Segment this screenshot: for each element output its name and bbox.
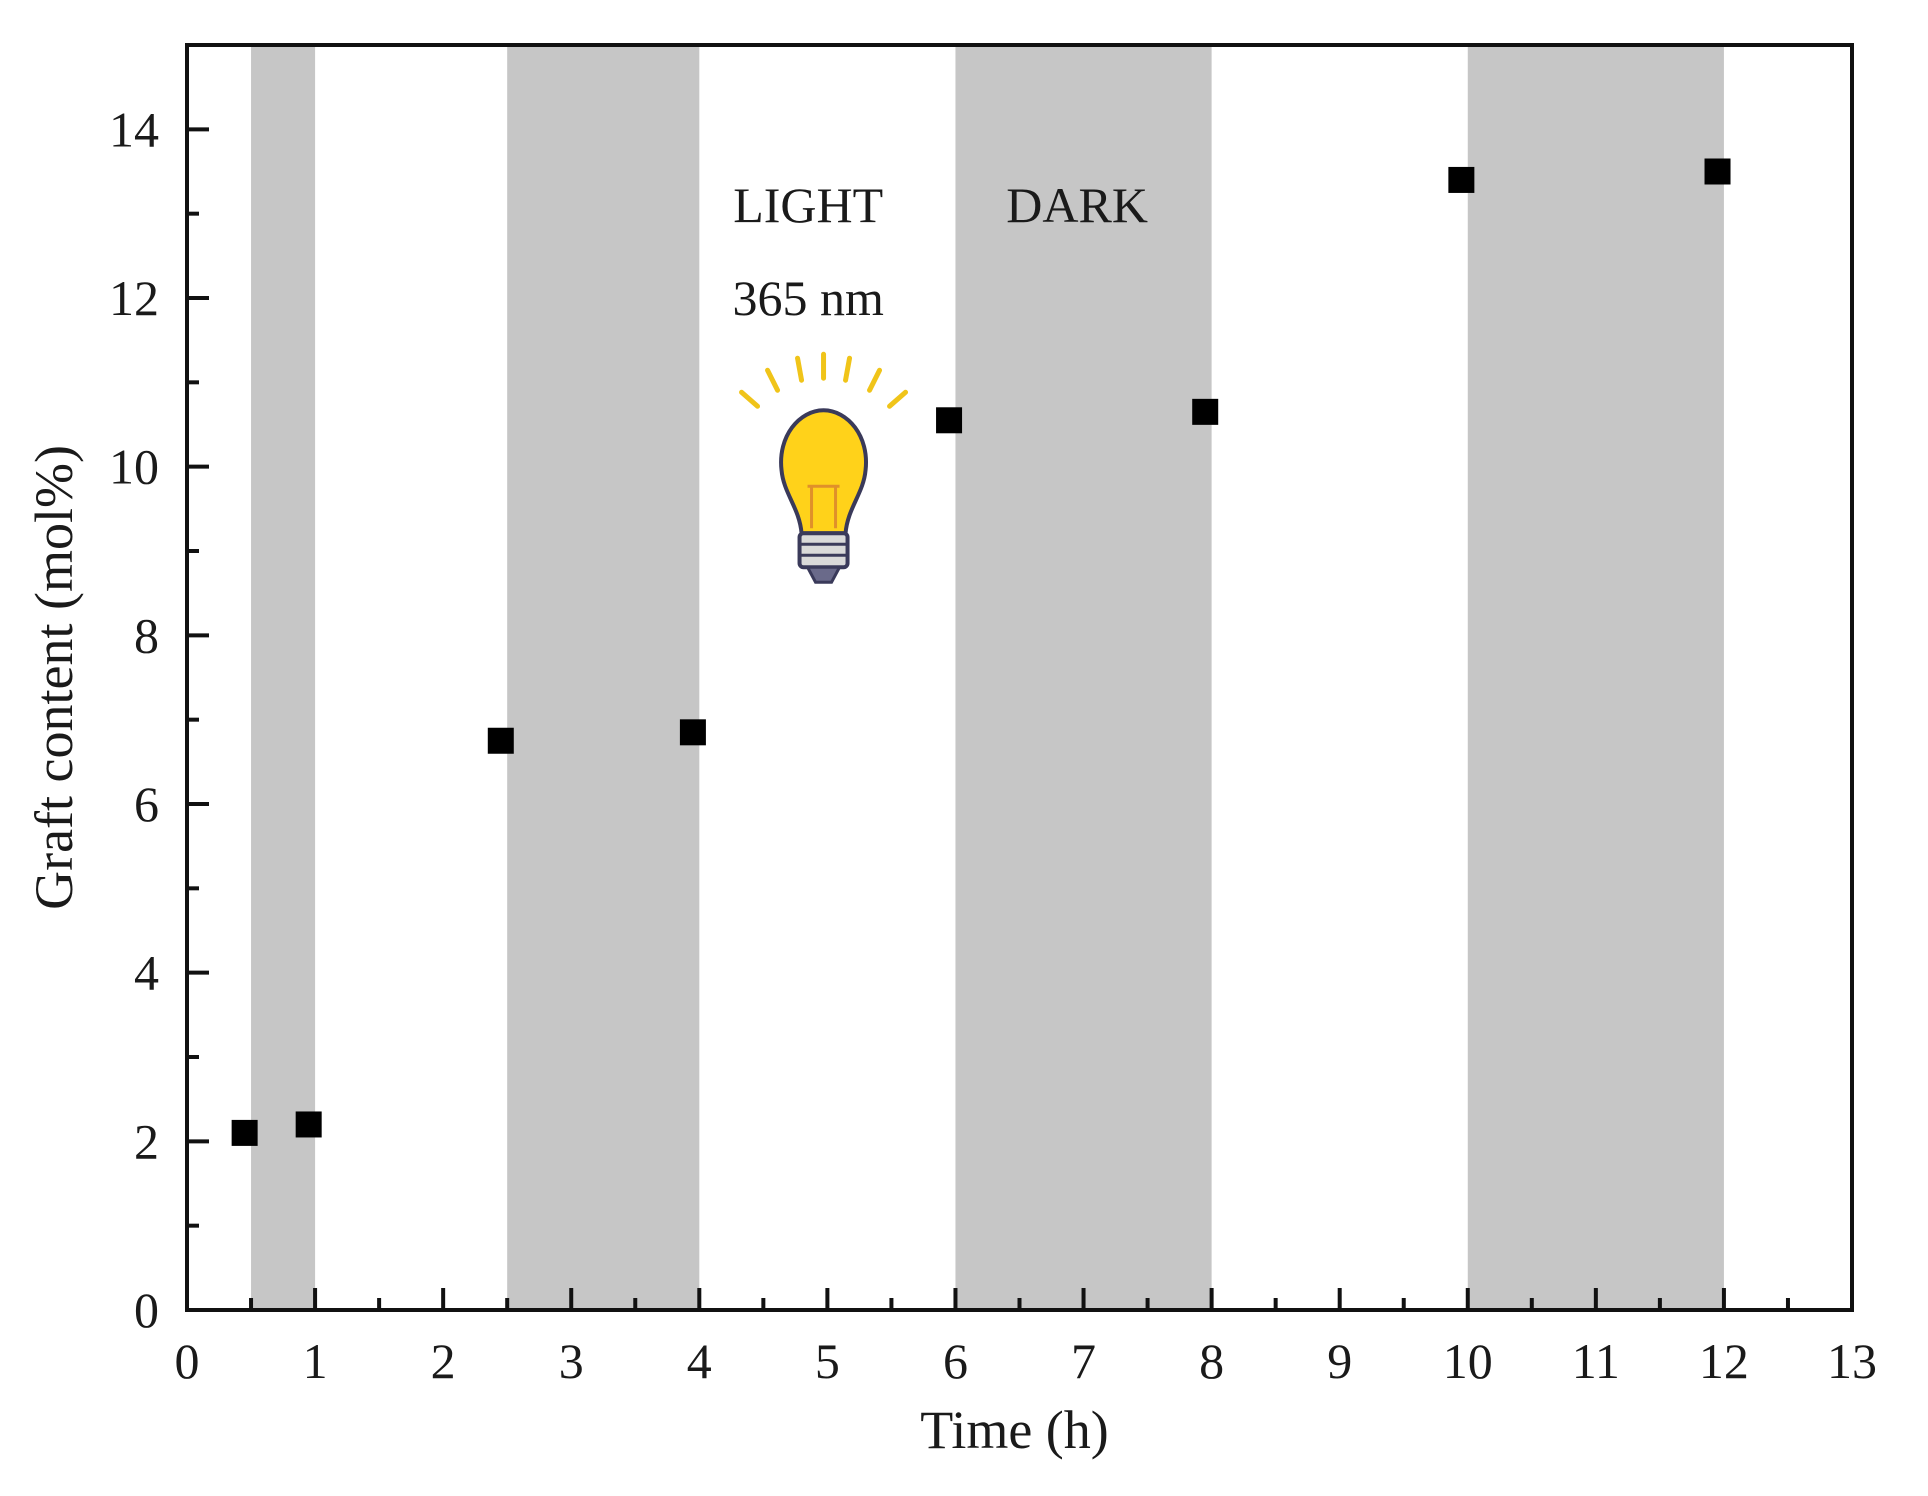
bulb-rays: [739, 351, 909, 409]
data-point: [487, 727, 514, 754]
y-tick-label: 4: [134, 945, 159, 1001]
dark-band-2: [507, 45, 700, 1310]
y-tick-label: 2: [134, 1113, 159, 1169]
y-tick-label: 10: [109, 439, 159, 495]
y-tick-label: 12: [109, 270, 159, 326]
y-tick-label: 8: [134, 607, 159, 663]
data-point: [1448, 166, 1475, 193]
data-points: [231, 158, 1731, 1146]
y-tick-label: 0: [134, 1282, 159, 1338]
data-point: [936, 407, 963, 434]
light-label: LIGHT: [733, 177, 883, 233]
x-tick-label: 8: [1199, 1333, 1224, 1389]
x-tick-label: 3: [559, 1333, 584, 1389]
x-tick-label: 13: [1827, 1333, 1877, 1389]
bulb-filament: [807, 484, 840, 529]
plot-frame: [185, 43, 1854, 1312]
x-tick-label: 9: [1327, 1333, 1352, 1389]
dark-band-3: [955, 45, 1212, 1310]
bulb-base: [797, 531, 850, 570]
data-point: [295, 1111, 322, 1138]
dark-band-4: [1467, 45, 1724, 1310]
x-tick-label: 2: [431, 1333, 456, 1389]
x-tick-label: 7: [1071, 1333, 1096, 1389]
x-tick-label: 1: [303, 1333, 328, 1389]
x-tick-label: 6: [943, 1333, 968, 1389]
x-tick-label: 12: [1699, 1333, 1749, 1389]
data-point: [231, 1119, 258, 1146]
data-point: [1192, 398, 1219, 425]
x-tick-label: 4: [687, 1333, 712, 1389]
x-axis-title: Time (h): [920, 1400, 1109, 1460]
x-tick-label: 5: [815, 1333, 840, 1389]
wavelength-label: 365 nm: [732, 270, 884, 326]
bulb-glass: [779, 408, 868, 536]
dark-label: DARK: [1006, 177, 1148, 233]
x-tick-label: 11: [1572, 1333, 1620, 1389]
data-point: [1704, 158, 1731, 185]
dark-band-1: [251, 45, 316, 1310]
light-bulb-icon: [739, 351, 909, 584]
axis-ticks: [185, 127, 1854, 1312]
bulb-tip: [805, 565, 843, 584]
y-axis-title: Graft content (mol%): [24, 445, 84, 910]
annotations: LIGHT 365 nm DARK: [732, 177, 1148, 584]
y-tick-label: 6: [134, 776, 159, 832]
data-point: [679, 719, 706, 746]
y-tick-label: 14: [109, 101, 159, 157]
x-tick-label: 0: [175, 1333, 200, 1389]
dark-period-bands: [251, 45, 1724, 1310]
x-tick-label: 10: [1443, 1333, 1493, 1389]
